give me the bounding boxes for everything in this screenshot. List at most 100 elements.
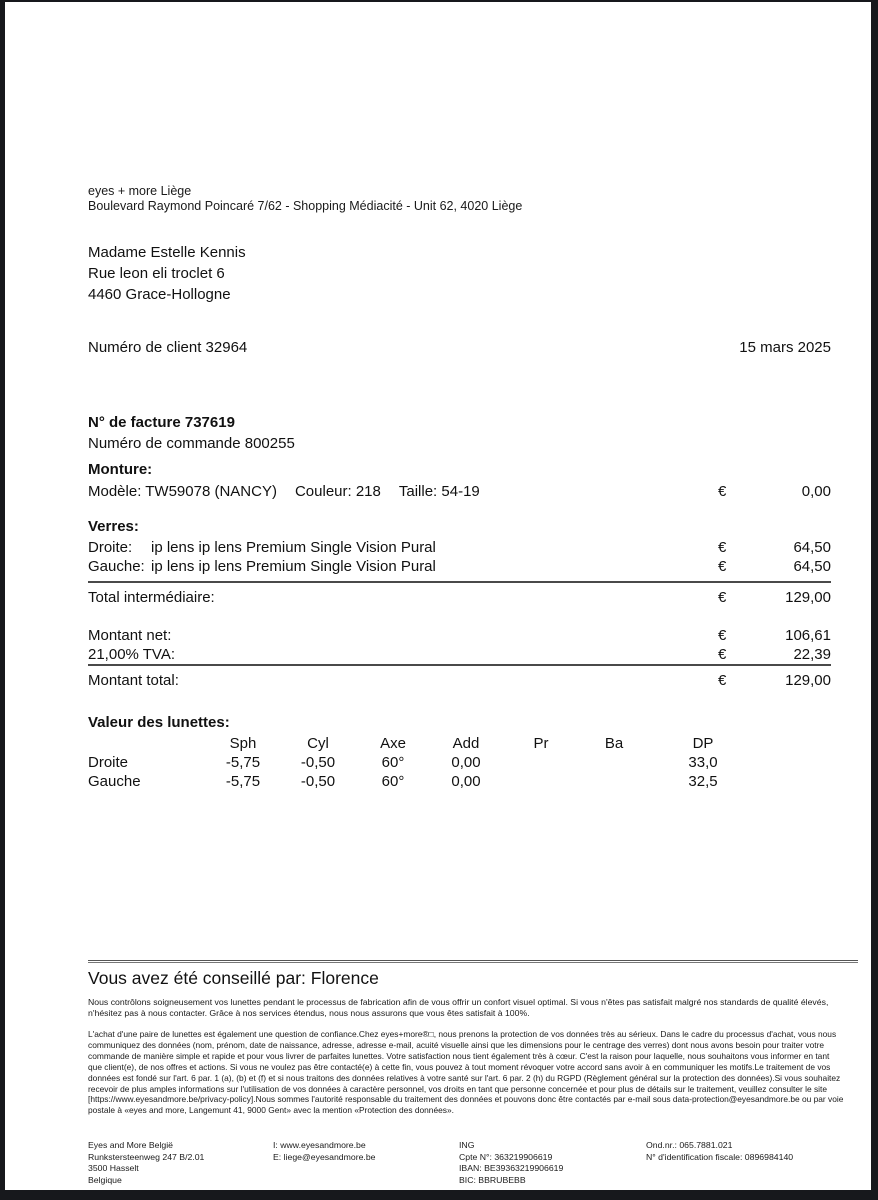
- verres-desc: Gauche: ip lens ip lens Premium Single V…: [88, 558, 718, 575]
- footer-line: IBAN: BE39363219906619: [459, 1163, 564, 1174]
- tva-row: 21,00% TVA: € 22,39: [88, 646, 831, 663]
- valeur-row-gauche: Gauche -5,75 -0,50 60° 0,00 32,5: [88, 773, 831, 790]
- cell-axe: 60°: [381, 754, 405, 771]
- customer-name: Madame Estelle Kennis: [88, 244, 246, 261]
- euro-sign: €: [718, 627, 727, 644]
- monture-desc: Modèle: TW59078 (NANCY) Couleur: 218 Tai…: [88, 483, 718, 500]
- scan-edge-top: [0, 0, 878, 2]
- verres-price: € 64,50: [718, 539, 831, 556]
- store-header: eyes + more Liège Boulevard Raymond Poin…: [88, 184, 831, 214]
- total-price: € 129,00: [718, 672, 831, 689]
- scan-edge-left: [0, 0, 5, 1200]
- client-date-row: Numéro de client 32964 15 mars 2025: [88, 339, 831, 356]
- euro-sign: €: [718, 483, 727, 500]
- net-label: Montant net:: [88, 627, 172, 644]
- tva-label: 21,00% TVA:: [88, 646, 175, 663]
- footer-company-column: Eyes and More België Runkstersteenweg 24…: [88, 1140, 273, 1186]
- cell-ba: [576, 754, 652, 771]
- euro-sign: €: [718, 589, 727, 606]
- row-label: Gauche: [88, 773, 141, 790]
- net-price: € 106,61: [718, 627, 831, 644]
- cell-sph: -5,75: [225, 773, 261, 790]
- store-address: Boulevard Raymond Poincaré 7/62 - Shoppi…: [88, 199, 523, 213]
- verres-price: € 64,50: [718, 558, 831, 575]
- monture-row: Modèle: TW59078 (NANCY) Couleur: 218 Tai…: [88, 483, 831, 500]
- valeur-row-droite: Droite -5,75 -0,50 60° 0,00 33,0: [88, 754, 831, 771]
- euro-sign: €: [718, 672, 727, 689]
- invoice-date: 15 mars 2025: [739, 339, 831, 356]
- net-amount: 106,61: [785, 627, 831, 644]
- monture-title: Monture:: [88, 461, 153, 478]
- footer-email: E: liege@eyesandmore.be: [273, 1151, 376, 1162]
- euro-sign: €: [718, 558, 727, 575]
- col-header-add: Add: [452, 735, 480, 752]
- footer-line: 3500 Hasselt: [88, 1163, 139, 1174]
- customer-city: 4460 Grace-Hollogne: [88, 286, 231, 303]
- footer-line: Eyes and More België: [88, 1140, 173, 1150]
- cell-dp: 33,0: [688, 754, 718, 771]
- footer-line: Cpte N°: 363219906619: [459, 1151, 553, 1162]
- advisor-divider-line: [88, 960, 858, 963]
- col-header-dp: DP: [692, 735, 714, 752]
- net-row: Montant net: € 106,61: [88, 627, 831, 644]
- store-name: eyes + more Liège: [88, 184, 192, 198]
- scan-edge-right: [871, 0, 878, 1200]
- footer-fiscal-column: Ond.nr.: 065.7881.021 N° d'identificatio…: [646, 1140, 861, 1186]
- verres-amount: 64,50: [793, 558, 831, 575]
- monture-model: Modèle: TW59078 (NANCY): [88, 483, 277, 500]
- cell-pr: [506, 754, 576, 771]
- row-label: Droite: [88, 754, 129, 771]
- col-header-sph: Sph: [229, 735, 257, 752]
- divider-line: [88, 664, 831, 666]
- total-intermediate-amount: 129,00: [785, 589, 831, 606]
- cell-cyl: -0,50: [300, 754, 336, 771]
- quality-paragraph: Nous contrôlons soigneusement vos lunett…: [88, 997, 829, 1018]
- footer-bank-column: ING Cpte N°: 363219906619 IBAN: BE393632…: [459, 1140, 646, 1186]
- footer-contact-column: I: www.eyesandmore.be E: liege@eyesandmo…: [273, 1140, 459, 1186]
- col-header-axe: Axe: [380, 735, 406, 752]
- valeur-header-row: Sph Cyl Axe Add Pr Ba DP: [88, 735, 831, 752]
- col-header-pr: Pr: [533, 735, 549, 752]
- footer-line: Belgique: [88, 1174, 122, 1185]
- invoice-number: N° de facture 737619: [88, 414, 235, 431]
- monture-size: Taille: 54-19: [398, 483, 480, 500]
- euro-sign: €: [718, 539, 727, 556]
- footer-line: Ond.nr.: 065.7881.021: [646, 1140, 733, 1150]
- monture-price: € 0,00: [718, 483, 831, 500]
- footer-line: ING: [459, 1140, 475, 1150]
- advisor-line: Vous avez été conseillé par: Florence: [88, 968, 379, 988]
- cell-dp: 32,5: [688, 773, 718, 790]
- verres-row-left: Gauche: ip lens ip lens Premium Single V…: [88, 558, 831, 575]
- legal-paragraph: L'achat d'une paire de lunettes est égal…: [88, 1029, 844, 1116]
- col-header-cyl: Cyl: [307, 735, 329, 752]
- monture-amount: 0,00: [801, 483, 831, 500]
- order-number: Numéro de commande 800255: [88, 435, 295, 452]
- cell-add: 0,00: [451, 754, 481, 771]
- lens-desc: ip lens ip lens Premium Single Vision Pu…: [151, 558, 436, 575]
- tva-price: € 22,39: [718, 646, 831, 663]
- cell-cyl: -0,50: [300, 773, 336, 790]
- total-row: Montant total: € 129,00: [88, 672, 831, 689]
- divider-line: [88, 581, 831, 583]
- euro-sign: €: [718, 646, 727, 663]
- verres-amount: 64,50: [793, 539, 831, 556]
- cell-ba: [576, 773, 652, 790]
- invoice-page: eyes + more Liège Boulevard Raymond Poin…: [5, 2, 871, 1190]
- col-header-ba: Ba: [604, 735, 624, 752]
- side-label: Droite:: [88, 539, 133, 556]
- footer-line: Runkstersteenweg 247 B/2.01: [88, 1151, 205, 1162]
- customer-street: Rue leon eli troclet 6: [88, 265, 225, 282]
- tva-amount: 22,39: [793, 646, 831, 663]
- side-label: Gauche:: [88, 558, 145, 575]
- verres-desc: Droite: ip lens ip lens Premium Single V…: [88, 539, 718, 556]
- verres-title: Verres:: [88, 518, 139, 535]
- spacer: [88, 735, 210, 752]
- total-intermediate-label: Total intermédiaire:: [88, 589, 215, 606]
- verres-row-right: Droite: ip lens ip lens Premium Single V…: [88, 539, 831, 556]
- total-amount: 129,00: [785, 672, 831, 689]
- valeur-title: Valeur des lunettes:: [88, 714, 230, 731]
- client-number: Numéro de client 32964: [88, 339, 248, 356]
- scan-edge-bottom: [0, 1190, 878, 1200]
- total-intermediate-row: Total intermédiaire: € 129,00: [88, 589, 831, 606]
- footer: Eyes and More België Runkstersteenweg 24…: [88, 1140, 861, 1186]
